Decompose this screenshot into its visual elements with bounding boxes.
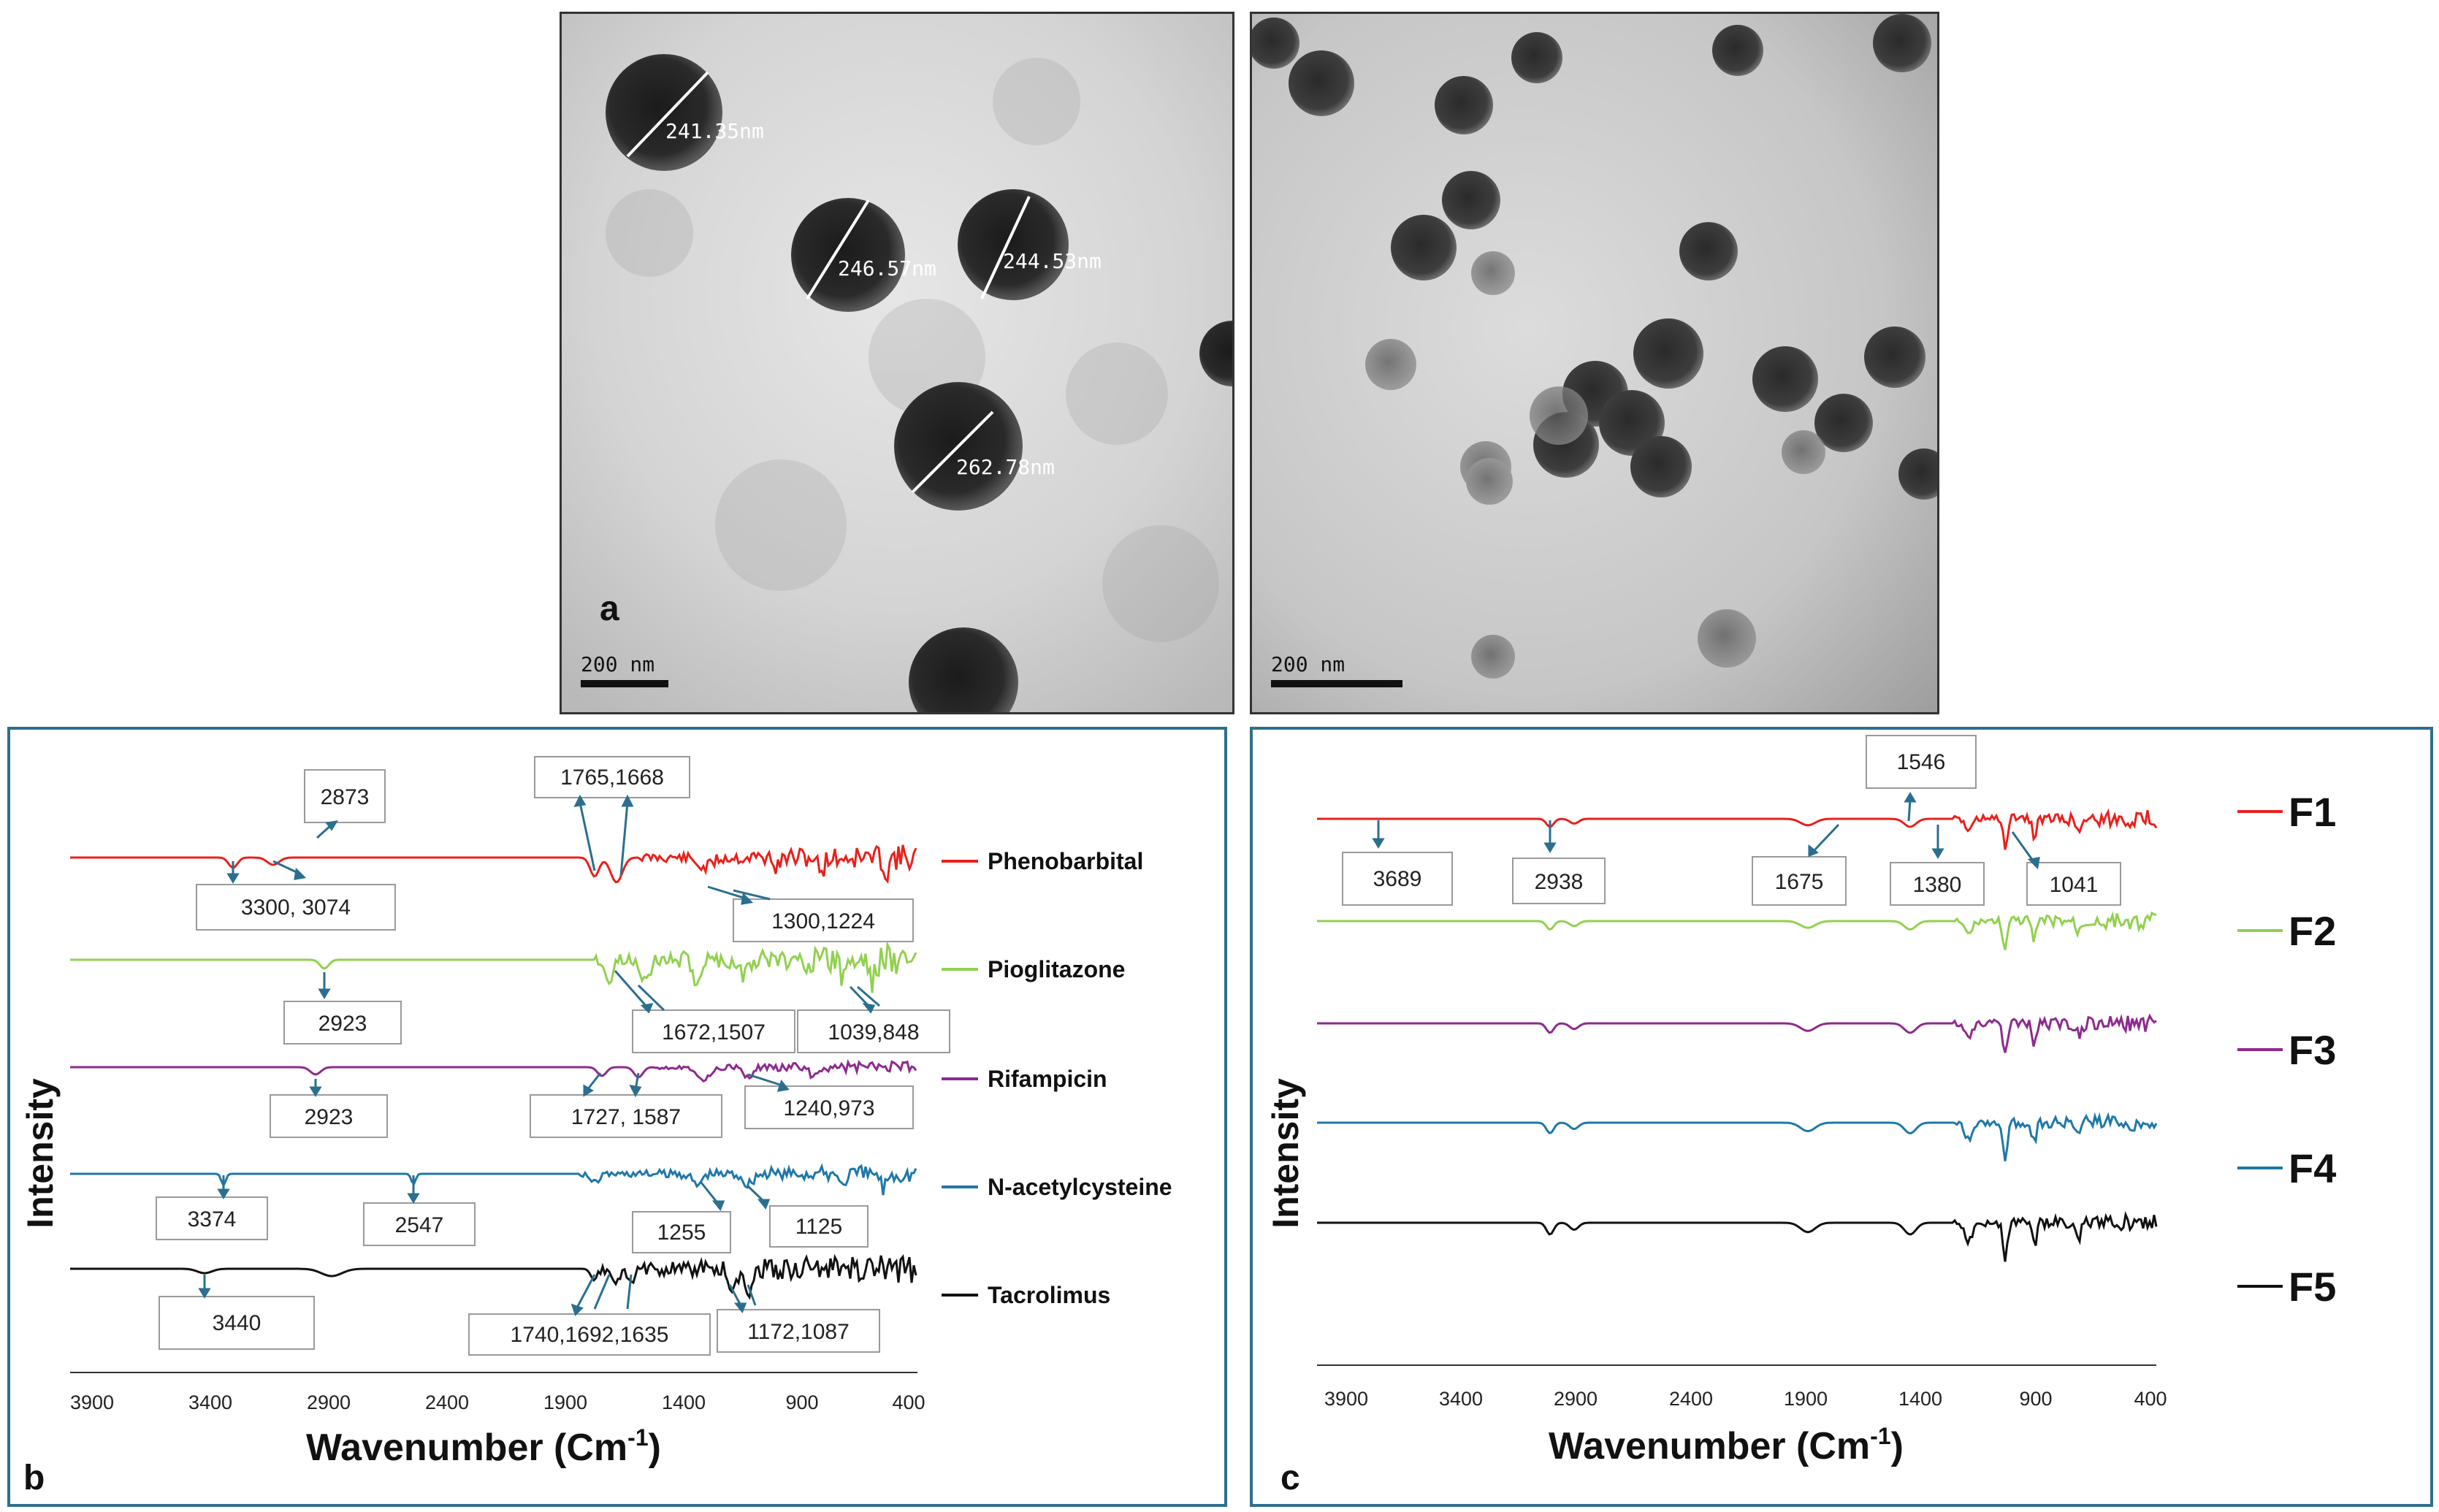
legend-label: F3 (2289, 1027, 2336, 1073)
spectrum-n-acetylcysteine (70, 1163, 917, 1196)
x-tick-labels: 3900 3400 2900 2400 1900 1400 900 400 (1324, 1388, 2167, 1410)
tem-micrograph-a: 241.35nm 246.57nm 244.53nm 262.78nm a 20… (562, 14, 1232, 712)
measurement-label: 241.35nm (665, 119, 764, 143)
spectrum-tacrolimus (70, 1253, 917, 1300)
x-tick: 3400 (1439, 1388, 1483, 1410)
x-tick: 400 (892, 1391, 925, 1413)
peak-annotation: 1240,973 (783, 1096, 874, 1120)
peak-annotation: 1125 (795, 1215, 843, 1239)
ftir-panel-b: Intensity 3900 3400 2900 2400 1900 1400 … (7, 727, 1227, 1507)
peak-annotation: 2923 (318, 1012, 367, 1036)
tem-micrograph-b: 200 nm (1252, 14, 1937, 712)
spectrum-rifampicin (70, 1058, 917, 1083)
peak-annotation: 1672,1507 (662, 1020, 766, 1045)
spectra (1317, 808, 2158, 1262)
peak-annotations: 2873 3300, 3074 1765,1668 1300,1224 2923… (156, 756, 950, 1356)
x-tick: 2400 (425, 1391, 469, 1413)
spectrum-pioglitazone (70, 940, 917, 993)
panel-label-a: a (600, 589, 619, 628)
scale-bar (581, 680, 668, 687)
scale-bar (1271, 680, 1402, 687)
peak-annotation: 1255 (657, 1221, 706, 1245)
panel-label-c: c (1280, 1459, 1300, 1497)
legend: F1 F2 F3 F4 F5 (2237, 789, 2336, 1310)
x-tick: 3900 (1324, 1388, 1368, 1410)
y-axis-label: Intensity (1265, 1078, 1306, 1229)
nanoparticle (909, 627, 1018, 712)
spectrum-f2 (1317, 911, 2157, 950)
x-tick: 1400 (662, 1391, 706, 1413)
peak-annotation: 3440 (213, 1311, 262, 1335)
peak-annotation: 1740,1692,1635 (511, 1323, 669, 1347)
x-tick: 2900 (1554, 1388, 1598, 1410)
y-axis-label: Intensity (20, 1078, 61, 1229)
measurement-label: 244.53nm (1003, 249, 1102, 273)
peak-annotation: 2873 (321, 785, 370, 809)
ftir-chart-c: Intensity 3900 3400 2900 2400 1900 1400 … (1265, 735, 2336, 1497)
spectrum-f5 (1317, 1210, 2158, 1262)
legend-label: Rifampicin (988, 1066, 1107, 1092)
panel-label-b: b (23, 1459, 45, 1497)
peak-annotation: 3374 (188, 1207, 237, 1232)
x-tick: 3900 (70, 1391, 114, 1413)
legend-label: Phenobarbital (988, 848, 1143, 874)
peak-annotation: 1380 (1913, 873, 1962, 897)
x-tick: 900 (2019, 1388, 2052, 1410)
peak-annotation: 2923 (305, 1105, 354, 1129)
ftir-panel-c: Intensity 3900 3400 2900 2400 1900 1400 … (1250, 727, 2433, 1507)
x-axis-label: Wavenumber (Cm-1) (306, 1424, 661, 1469)
measurement-label: 246.57nm (838, 256, 936, 280)
tem-image-a: 241.35nm 246.57nm 244.53nm 262.78nm a 20… (560, 12, 1234, 714)
spectrum-f1 (1317, 808, 2158, 850)
spectrum-phenobarbital (70, 844, 917, 885)
tem-image-b: 200 nm (1250, 12, 1939, 714)
legend-label: Tacrolimus (988, 1282, 1110, 1308)
peak-annotation: 2547 (395, 1213, 444, 1237)
scale-bar-label: 200 nm (1271, 652, 1345, 676)
legend-label: F4 (2289, 1145, 2336, 1191)
x-tick-labels: 3900 3400 2900 2400 1900 1400 900 400 (70, 1391, 925, 1413)
peak-annotation: 1675 (1775, 870, 1824, 894)
peak-annotation: 1546 (1897, 750, 1946, 774)
peak-annotation: 1041 (2050, 873, 2099, 897)
peak-annotation: 3300, 3074 (241, 896, 351, 920)
peak-annotation: 1727, 1587 (571, 1105, 681, 1129)
legend-label: F5 (2289, 1264, 2336, 1310)
annotation-arrows (198, 794, 880, 1316)
x-tick: 900 (785, 1391, 818, 1413)
x-tick: 1900 (543, 1391, 587, 1413)
annotation-arrows (1372, 792, 2040, 870)
peak-annotation: 2938 (1535, 870, 1584, 894)
measurement-label: 262.78nm (956, 455, 1055, 479)
nanoparticle (958, 189, 1069, 300)
peak-annotations: 1546 3689 2938 1675 1380 1041 (1342, 735, 2121, 906)
legend-label: Pioglitazone (988, 956, 1125, 982)
x-tick: 400 (2134, 1388, 2167, 1410)
x-axis-label: Wavenumber (Cm-1) (1549, 1423, 1904, 1467)
x-tick: 2900 (307, 1391, 351, 1413)
x-tick: 1900 (1784, 1388, 1828, 1410)
legend: Phenobarbital Pioglitazone Rifampicin N-… (942, 848, 1172, 1308)
peak-annotation: 1765,1668 (560, 765, 664, 790)
spectrum-f3 (1317, 1013, 2157, 1053)
nanoparticle (606, 54, 722, 171)
legend-label: F2 (2289, 908, 2336, 954)
spectra (70, 844, 917, 1300)
nanoparticle-cluster (1252, 14, 1937, 500)
scale-bar-label: 200 nm (581, 652, 654, 676)
peak-annotation: 1172,1087 (747, 1320, 850, 1344)
peak-annotation: 1300,1224 (771, 909, 875, 933)
peak-annotation: 1039,848 (828, 1020, 919, 1045)
peak-annotation: 3689 (1373, 867, 1422, 891)
x-tick: 2400 (1669, 1388, 1713, 1410)
ftir-chart-b: Intensity 3900 3400 2900 2400 1900 1400 … (20, 756, 1172, 1497)
nanoparticle (791, 198, 905, 312)
spectrum-f4 (1317, 1112, 2158, 1161)
nanoparticle (1199, 321, 1232, 386)
x-tick: 1400 (1898, 1388, 1942, 1410)
x-tick: 3400 (188, 1391, 232, 1413)
legend-label: F1 (2289, 789, 2336, 835)
legend-label: N-acetylcysteine (988, 1174, 1172, 1200)
